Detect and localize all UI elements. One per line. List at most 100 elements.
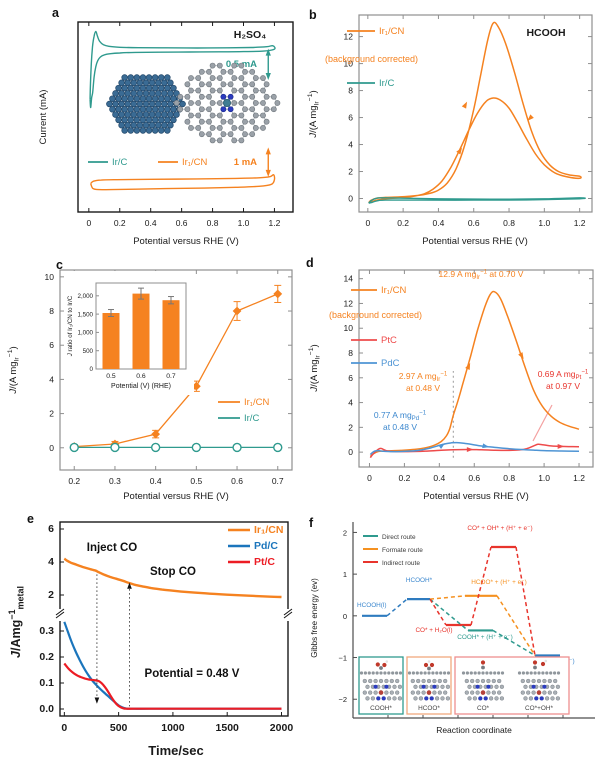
axis-break <box>283 608 293 621</box>
legend-label: Ir/C <box>244 413 259 424</box>
axis-break <box>55 608 65 621</box>
annotation-text: HCOO* + (H⁺ + e⁻) <box>471 579 526 586</box>
panel-a-chart: 0 0.2 0.4 0.6 0.8 1.0 1.2 Potential versus RHE … <box>38 21 294 247</box>
legend-label: Pt/C <box>254 556 275 568</box>
y-tick-label: 4 <box>48 556 54 568</box>
x-tick-label: 1.2 <box>574 218 586 228</box>
series-line <box>369 290 580 458</box>
legend-label: Ir₁/CN <box>381 285 407 296</box>
y-tick-label: 2 <box>348 422 353 432</box>
y-tick-label: 8 <box>348 348 353 358</box>
legend-item: PdC <box>351 358 400 369</box>
annotation: 12.9 A mgIr−1 at 0.70 V <box>439 269 524 282</box>
annotation-text: Potential = 0.48 V <box>145 668 240 680</box>
y-axis-title: J/Amg−1metal <box>7 586 25 658</box>
annotation: 0.69 A mgPt−1 <box>538 369 589 382</box>
data-point-diamond <box>273 289 283 299</box>
molecular-structure-co <box>461 660 505 701</box>
annotation: at 0.48 V <box>406 383 440 393</box>
y-tick-label: 1 <box>343 570 347 579</box>
route-connector <box>429 598 447 626</box>
structure-box: COOH* <box>358 656 404 715</box>
annotation-text: CO* + OH* + (H⁺ + e⁻) <box>467 525 532 532</box>
annotation-text: HCOOH(l) <box>357 602 386 609</box>
data-point-diamond <box>151 429 161 439</box>
annotation: HCOOH <box>526 27 565 39</box>
structure-label: HCOO* <box>418 705 440 712</box>
annotation: Inject CO <box>87 542 138 554</box>
inset-y-tick-label: 1,000 <box>78 330 94 337</box>
series-line <box>90 174 276 191</box>
y-tick-label: 2 <box>49 409 54 419</box>
inset-x-tick-label: 0.5 <box>106 373 116 380</box>
inset-bar <box>102 313 120 369</box>
axes: 0 0.2 0.4 0.6 0.8 1.0 1.2 0 2 4 6 8 10 12 14 Potential … <box>308 269 594 502</box>
scale-bar: 1 mA <box>234 147 271 177</box>
panel-label-b: b <box>309 8 317 22</box>
x-tick-label: 1.0 <box>238 218 250 228</box>
y-tick-label: 2 <box>348 167 353 177</box>
annotation: 2.97 A mgIr−1 <box>399 371 448 384</box>
series-pt-c <box>63 662 282 710</box>
y-tick-label: 2 <box>48 589 54 601</box>
x-axis-title: Potential versus RHE (V) <box>423 491 529 502</box>
y-tick-label: 6 <box>49 340 54 350</box>
direction-arrow-icon <box>438 443 446 449</box>
x-tick-label: 0.8 <box>503 218 515 228</box>
data-point-circle <box>69 442 79 453</box>
panel-label-d: d <box>306 256 314 270</box>
structure-label: CO* <box>477 705 490 712</box>
structure-label: CO*+OH* <box>525 705 553 712</box>
y-tick-label: 0.2 <box>39 651 54 663</box>
annotation-text: H₂SO₄ <box>234 29 266 41</box>
legend-label: Indirect route <box>382 560 420 567</box>
x-tick-label: 1500 <box>216 722 240 734</box>
legend-item: Ir₁/CN <box>228 524 283 536</box>
x-tick-label: 0 <box>367 473 372 483</box>
x-tick-label: 500 <box>110 722 128 734</box>
legend-label: Ir₁/CN <box>182 157 208 168</box>
x-tick-label: 0.2 <box>114 218 126 228</box>
inset-bar-chart: 0 500 1,000 1,500 2,000 0.5 0.6 0.7 Potential (V… <box>64 271 194 395</box>
y-axis-title: Current (mA) <box>38 90 49 145</box>
y-tick-label: 0.0 <box>39 703 54 715</box>
panel-label-f: f <box>309 516 314 530</box>
direction-arrow-icon <box>557 443 565 449</box>
inset-bar <box>132 293 150 369</box>
annotation: Potential = 0.48 V <box>145 668 240 680</box>
annotation-text: at 0.48 V <box>406 383 440 393</box>
y-axis-title: J/(A mgIr−1) <box>7 346 20 394</box>
x-axis-title: Potential versus RHE (V) <box>123 491 229 502</box>
legend-item: Pd/C <box>228 540 278 552</box>
annotation-text: HCOOH <box>526 27 565 39</box>
route-connector <box>429 595 466 600</box>
inset-y-tick-label: 2,000 <box>78 293 94 300</box>
inset-x-tick-label: 0.6 <box>136 373 146 380</box>
series-line <box>369 441 580 456</box>
x-axis-title: Potential versus RHE (V) <box>422 236 528 247</box>
structure-label: COOH* <box>370 705 392 712</box>
molecular-structure-cooh <box>359 660 403 701</box>
direction-arrow-icon <box>94 697 100 704</box>
annotation-text: at 0.48 V <box>383 422 417 432</box>
x-tick-label: 0.2 <box>68 476 80 486</box>
x-tick-label: 0 <box>365 218 370 228</box>
x-tick-label: 1.2 <box>269 218 281 228</box>
legend-item: Ir₁/CN <box>347 26 405 37</box>
legend-label: Ir₁/CN <box>254 524 283 536</box>
series-line <box>63 662 282 710</box>
direction-arrow-icon <box>265 72 271 80</box>
route-connector <box>470 546 492 626</box>
structure-box: CO* CO*+OH* <box>454 656 570 715</box>
legend-item: Pt/C <box>228 556 275 568</box>
y-axis-title: J/(A mgIr−1) <box>308 344 321 392</box>
legend-label: Pd/C <box>254 540 278 552</box>
y-tick-label: 0 <box>343 612 347 621</box>
y-tick-label: 8 <box>348 86 353 96</box>
x-tick-label: 0.7 <box>272 476 284 486</box>
direction-arrow-icon <box>127 582 132 589</box>
route-connector <box>496 595 536 656</box>
legend-item: Ir/C <box>347 78 394 89</box>
x-tick-label: 0.4 <box>433 473 445 483</box>
